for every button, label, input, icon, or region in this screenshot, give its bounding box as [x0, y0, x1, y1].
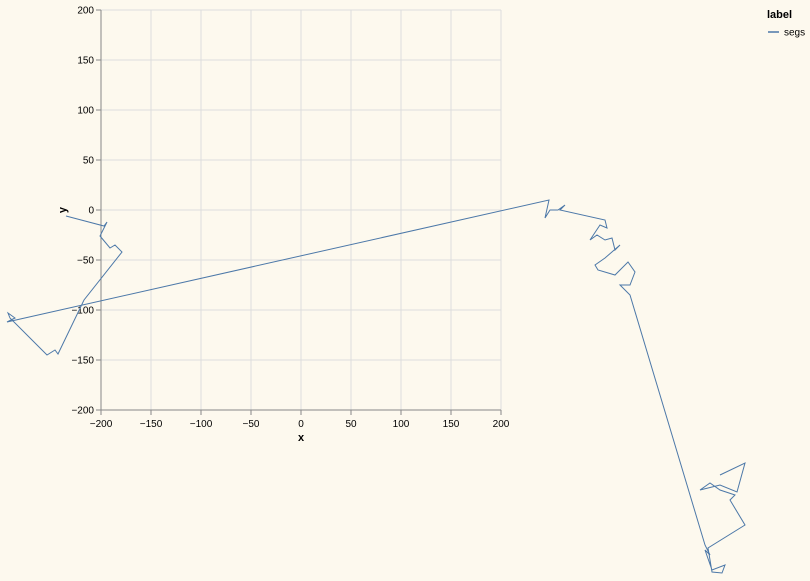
x-tick-label: 100	[393, 419, 410, 430]
x-tick-label: −50	[243, 419, 260, 430]
x-axis-title: x	[298, 432, 305, 444]
y-tick-label: −100	[71, 306, 94, 317]
y-tick-label: −50	[77, 256, 94, 267]
y-tick-label: 150	[77, 56, 94, 67]
y-tick-label: 0	[88, 206, 94, 217]
x-tick-label: −200	[90, 419, 113, 430]
y-tick-label: 200	[77, 6, 94, 17]
x-tick-label: 150	[443, 419, 460, 430]
x-tick-label: −150	[140, 419, 163, 430]
y-tick-label: −150	[71, 356, 94, 367]
x-tick-label: 0	[298, 419, 304, 430]
y-tick-label: 100	[77, 106, 94, 117]
y-tick-label: −200	[71, 406, 94, 417]
y-tick-label: 50	[83, 156, 95, 167]
x-tick-label: −100	[190, 419, 213, 430]
legend-title: label	[767, 9, 792, 21]
y-axis-title: y	[57, 206, 69, 213]
x-tick-label: 200	[493, 419, 510, 430]
x-tick-label: 50	[345, 419, 357, 430]
legend-label: segs	[784, 28, 805, 39]
line	[6, 199, 746, 574]
